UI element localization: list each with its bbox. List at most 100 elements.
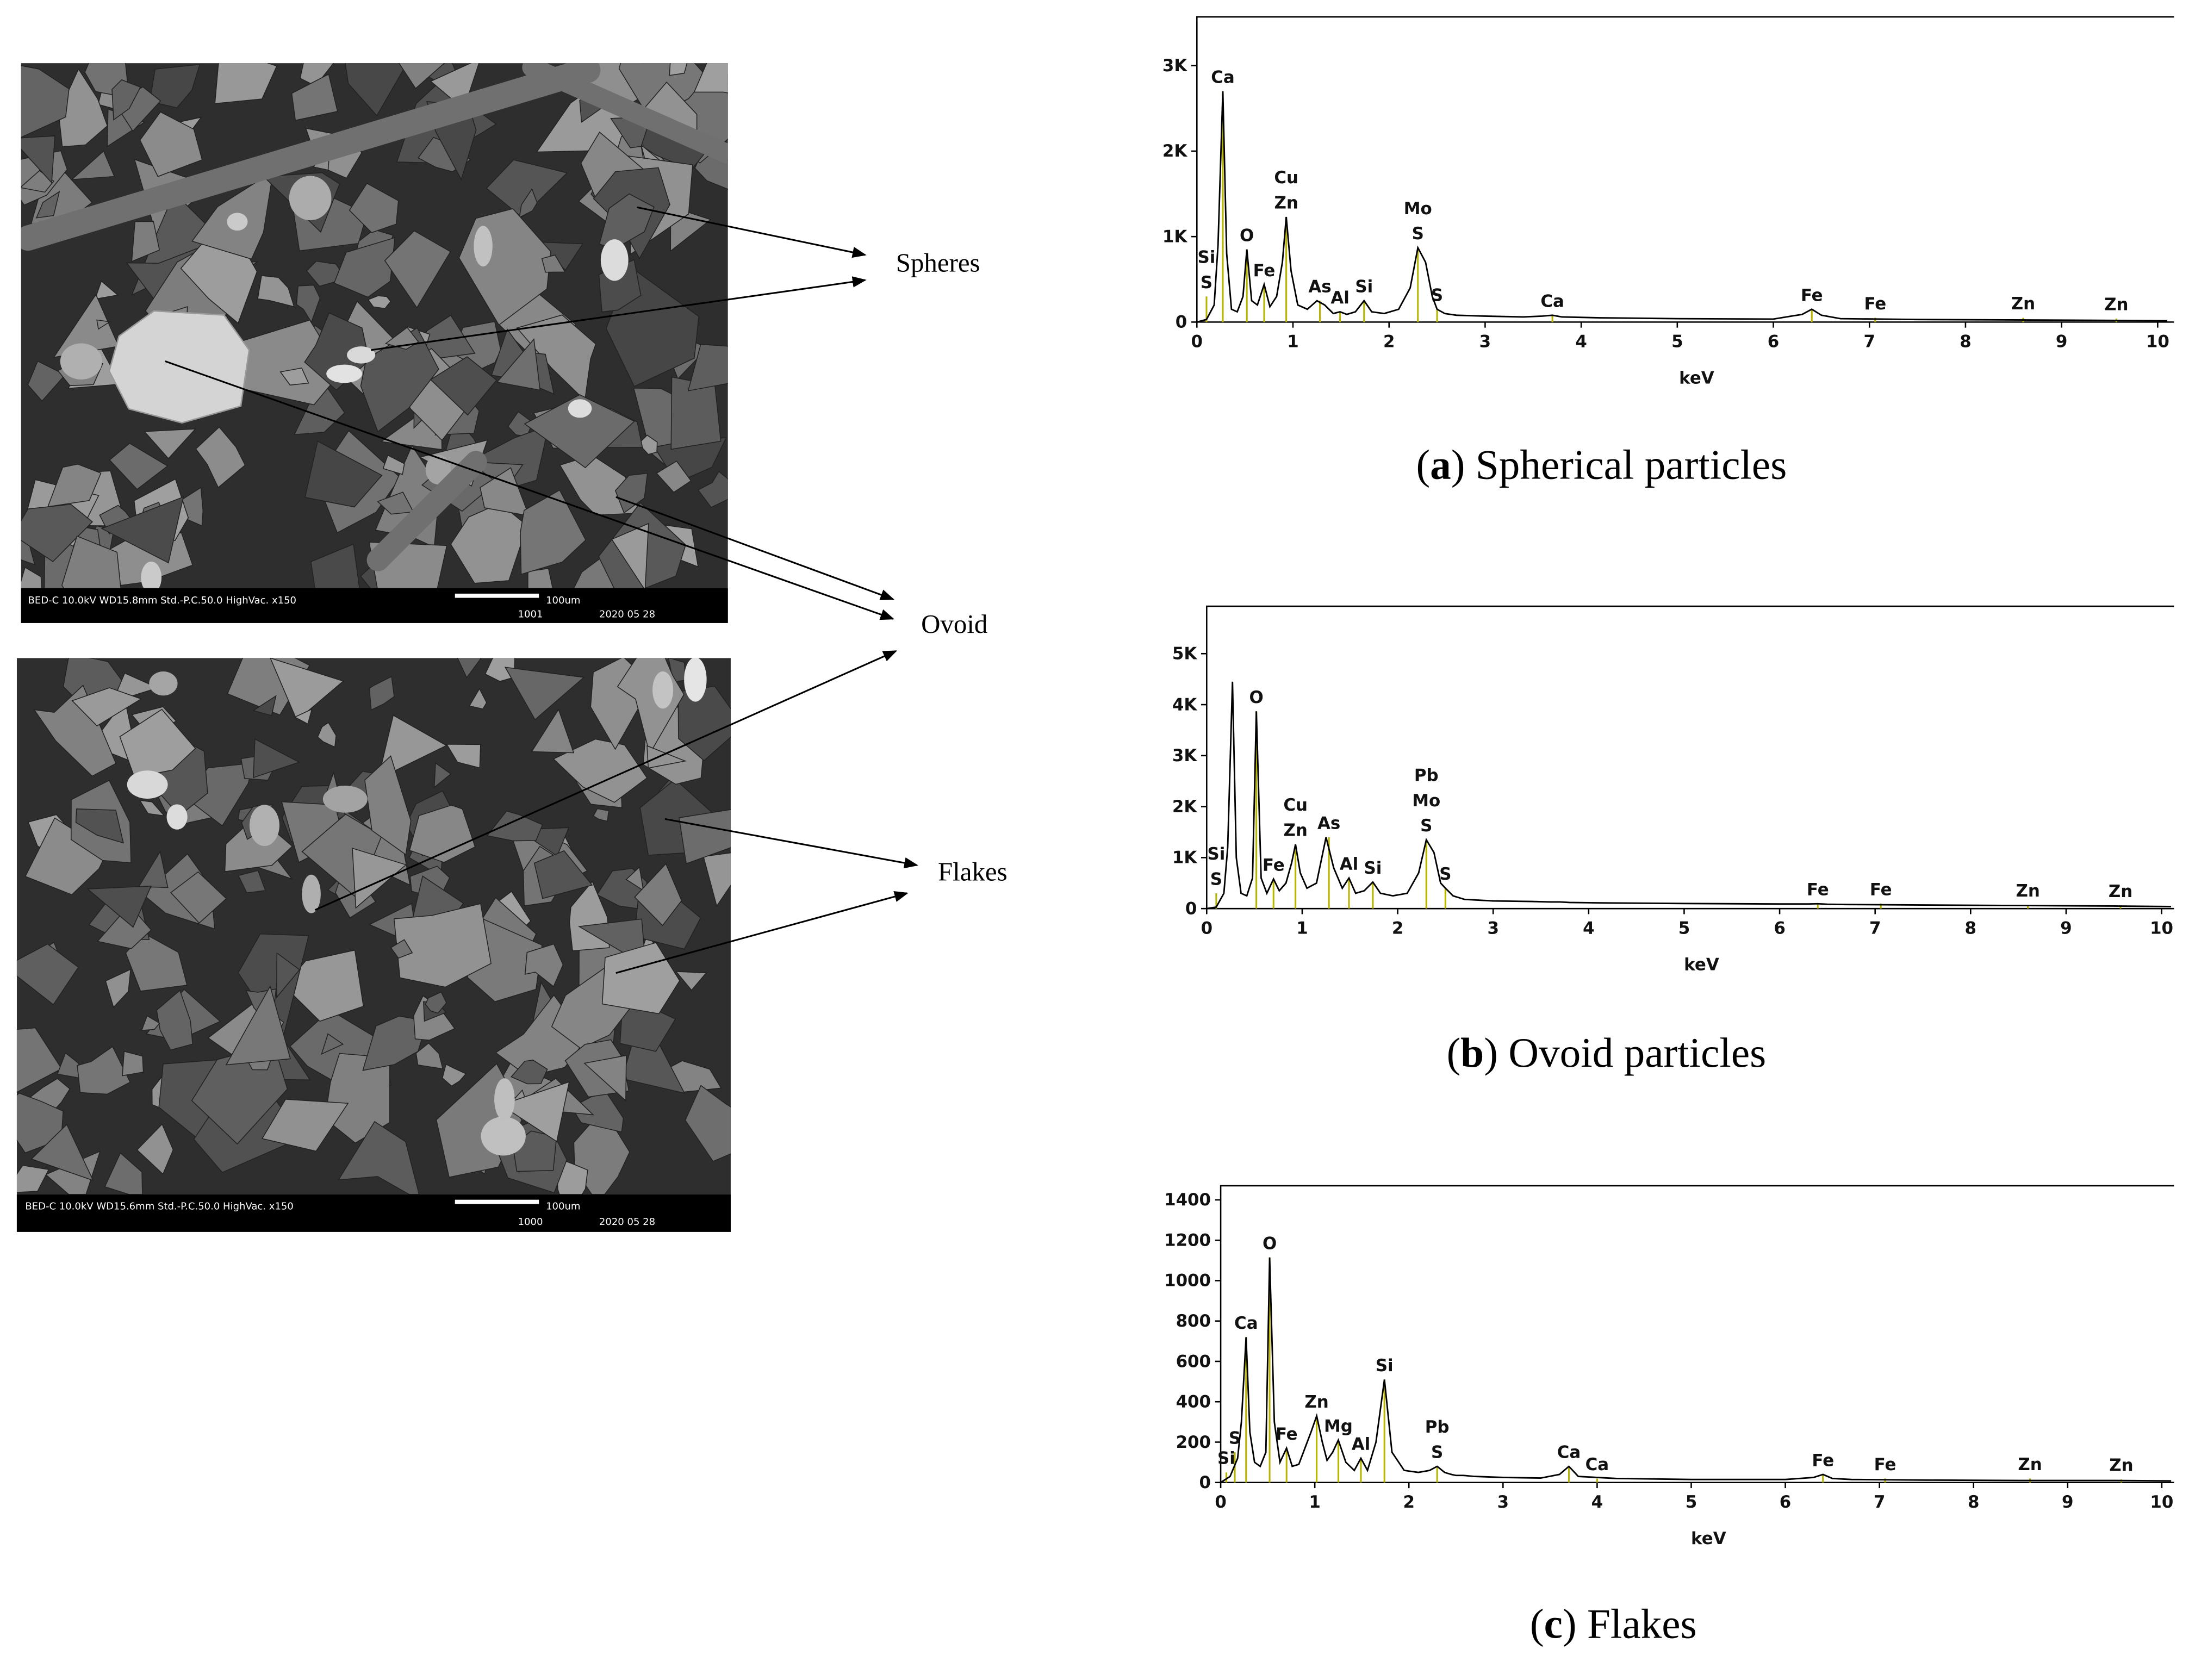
peak-label: Si: [1198, 247, 1216, 267]
particle: [321, 1033, 344, 1055]
particle: [446, 744, 481, 769]
caption: (b) Ovoid particles: [1447, 1029, 1767, 1076]
particle: [469, 688, 487, 710]
particle: [94, 280, 119, 300]
particle: [486, 810, 543, 842]
peak-label: As: [1308, 277, 1331, 297]
rod: [21, 63, 601, 251]
particle: [141, 1015, 160, 1031]
peak-label: Pb: [1414, 766, 1439, 785]
particle: [349, 183, 399, 233]
particle: [16, 1027, 63, 1093]
peak-label: Ca: [1211, 67, 1235, 87]
y-tick-label: 0: [1176, 313, 1187, 332]
particle: [393, 903, 492, 988]
spectrum-line: [1220, 1257, 2172, 1483]
x-tick-label: 10: [2150, 1492, 2173, 1512]
particle-label: Flakes: [938, 857, 1008, 887]
particle: [238, 870, 266, 894]
x-tick-label: 3: [1487, 918, 1498, 938]
sphere: [568, 399, 592, 418]
particle: [109, 443, 169, 490]
particle: [687, 344, 728, 391]
x-axis-label: keV: [1684, 955, 1719, 974]
particle: [520, 489, 587, 575]
caption-part: (: [1416, 441, 1430, 488]
particle: [317, 721, 337, 748]
particle: [685, 1085, 731, 1162]
particle: [270, 658, 344, 721]
particle-label: Spheres: [896, 248, 980, 278]
sphere: [322, 786, 368, 813]
particle: [156, 990, 194, 1051]
particle: [442, 1063, 467, 1087]
peak-label: O: [1240, 226, 1254, 245]
x-tick-label: 4: [1583, 918, 1594, 938]
particle: [425, 991, 447, 1014]
caption: (c) Flakes: [1530, 1601, 1697, 1647]
particle: [531, 708, 575, 754]
peak-label: As: [1317, 813, 1340, 833]
particle: [96, 319, 111, 330]
particle: [294, 708, 313, 725]
particle: [276, 952, 301, 999]
particle: [214, 63, 278, 104]
caption-part: a: [1430, 441, 1451, 488]
sem-info: BED-C 10.0kV WD15.8mm Std.-P.C.50.0 High…: [28, 595, 296, 606]
x-tick-label: 4: [1591, 1492, 1603, 1512]
caption-part: ) Spherical particles: [1451, 441, 1787, 488]
y-tick-label: 1K: [1172, 848, 1197, 868]
particle: [369, 676, 395, 711]
peak-label: Fe: [1874, 1455, 1896, 1474]
arrow: [165, 360, 895, 620]
x-tick-label: 5: [1671, 332, 1683, 352]
caption-part: (: [1530, 1601, 1544, 1647]
y-tick-label: 200: [1176, 1433, 1211, 1452]
peak-label: Zn: [2016, 881, 2039, 901]
sphere: [289, 176, 332, 221]
peak-label: Si: [1217, 1449, 1235, 1469]
particle: [195, 426, 246, 488]
particle: [304, 440, 383, 508]
particle: [252, 695, 277, 717]
particle: [634, 863, 682, 926]
x-tick-label: 7: [1863, 332, 1875, 352]
x-tick-label: 0: [1215, 1492, 1226, 1512]
sphere: [326, 364, 363, 383]
x-tick-label: 9: [2056, 332, 2067, 352]
arrow: [615, 496, 895, 600]
sphere: [474, 226, 493, 267]
particle: [510, 1059, 548, 1085]
peak-label: S: [1210, 870, 1222, 889]
peak-label: S: [1229, 1429, 1241, 1448]
x-tick-label: 7: [1874, 1492, 1885, 1512]
particle-label: Ovoid: [921, 609, 987, 639]
particle: [611, 522, 649, 588]
particle: [16, 1092, 64, 1154]
peak-label: Ca: [1585, 1455, 1609, 1474]
peak-label: Zn: [2011, 294, 2035, 314]
y-tick-label: 1200: [1164, 1230, 1211, 1250]
peak-label: O: [1263, 1234, 1277, 1253]
particle: [253, 738, 301, 779]
particle: [21, 135, 55, 184]
particle: [697, 470, 728, 508]
peak-label: Fe: [1812, 1451, 1834, 1470]
particle: [21, 503, 94, 562]
peak-label: Zn: [2109, 1456, 2133, 1476]
peak-label: S: [1439, 864, 1451, 884]
spectrum-line: [1196, 91, 2168, 323]
y-tick-label: 600: [1176, 1352, 1211, 1371]
x-tick-label: 9: [2062, 1492, 2073, 1512]
particle: [367, 295, 391, 309]
x-tick-label: 8: [1965, 918, 1976, 938]
particle: [364, 755, 412, 856]
x-axis-label: keV: [1691, 1529, 1726, 1548]
particle: [345, 63, 408, 116]
peak-label: Pb: [1425, 1417, 1450, 1437]
sem-info-bar: BED-C 10.0kV WD15.6mm Std.-P.C.50.0 High…: [16, 1194, 731, 1232]
x-tick-label: 1: [1309, 1492, 1320, 1512]
particle: [433, 762, 452, 788]
